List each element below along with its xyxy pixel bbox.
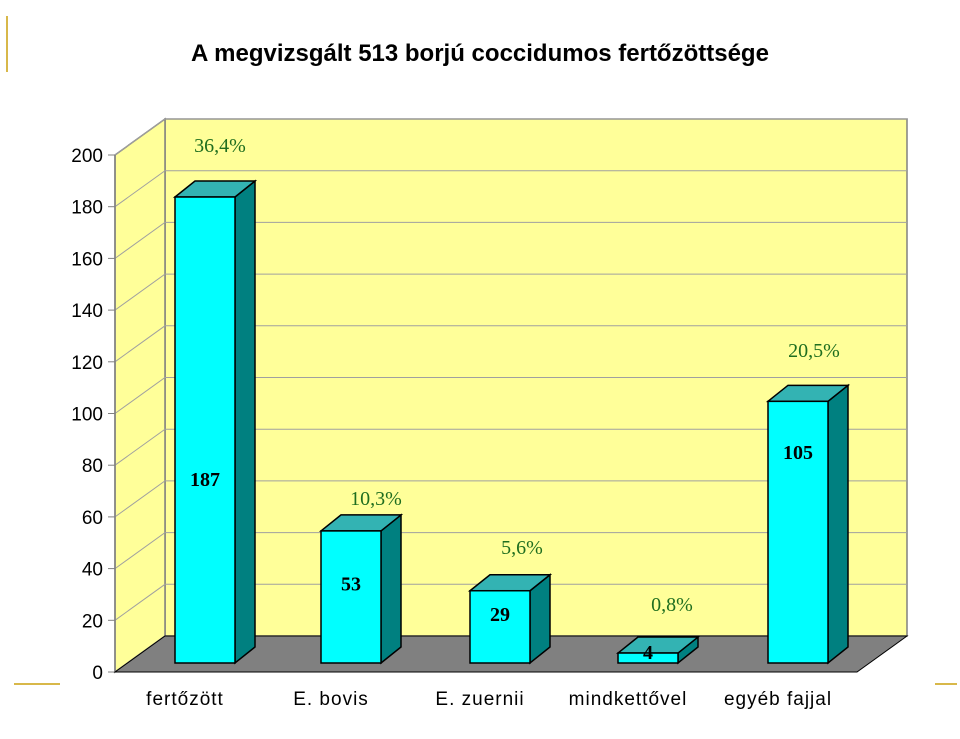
y-tick-label: 140 (71, 301, 103, 322)
y-tick-label: 100 (71, 405, 103, 426)
data-label-value: 29 (490, 604, 510, 626)
y-tick-label: 200 (71, 146, 103, 167)
gridline (114, 170, 907, 208)
y-tick-label: 160 (71, 249, 103, 270)
y-tick-label: 180 (71, 198, 103, 219)
decor-line-left (6, 16, 8, 72)
gridline (114, 325, 907, 363)
gridline (114, 480, 907, 518)
gridline (114, 221, 907, 259)
y-tick-label: 0 (92, 663, 103, 684)
bar (320, 530, 382, 664)
gridline (114, 118, 907, 156)
x-tick-label: E. zuernii (435, 689, 524, 710)
decor-line-bottom-left (14, 683, 60, 685)
bar-side (380, 513, 402, 665)
y-tick-label: 80 (82, 456, 103, 477)
gridline (114, 377, 907, 414)
data-label-percent: 0,8% (651, 594, 693, 616)
y-tick-label: 20 (82, 611, 103, 632)
y-tick-label: 40 (82, 560, 103, 581)
bar-side (234, 179, 256, 665)
decor-line-bottom-right (935, 683, 957, 685)
x-tick-label: fertőzött (146, 689, 224, 710)
data-label-percent: 36,4% (194, 135, 246, 157)
data-label-percent: 20,5% (788, 340, 840, 362)
gridline (114, 583, 907, 621)
data-label-percent: 10,3% (350, 488, 402, 510)
bar (469, 589, 531, 664)
data-label-value: 53 (341, 573, 361, 595)
data-label-value: 105 (783, 442, 813, 464)
y-tick-label: 60 (82, 508, 103, 529)
bar (767, 400, 829, 664)
x-tick-label: egyéb fajjal (724, 689, 832, 710)
gridline (114, 532, 907, 570)
x-tick-label: mindkettővel (569, 689, 688, 710)
bar (617, 652, 679, 664)
gridline (114, 428, 907, 466)
y-tick-label: 120 (71, 353, 103, 374)
data-label-value: 187 (190, 469, 220, 491)
gridline (114, 273, 907, 311)
bar (174, 196, 236, 664)
chart-title: A megvizsgált 513 borjú coccidumos fertő… (191, 40, 769, 67)
data-label-percent: 5,6% (501, 537, 543, 559)
bar-side (827, 383, 849, 665)
x-tick-label: E. bovis (293, 689, 369, 710)
data-label-value: 4 (643, 642, 653, 664)
